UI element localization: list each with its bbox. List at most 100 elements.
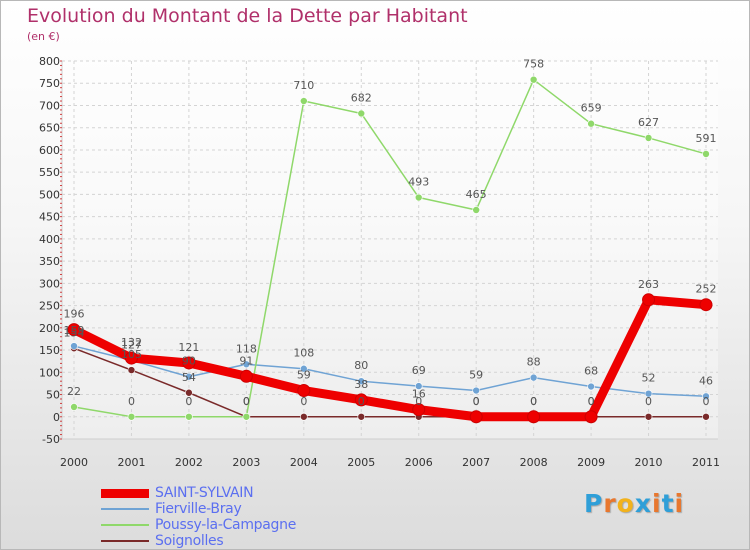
data-label: 105: [121, 348, 142, 361]
x-tick-label: 2006: [405, 456, 433, 469]
data-label: 0: [473, 395, 480, 408]
data-label: 132: [121, 336, 142, 349]
data-point: [297, 384, 311, 398]
data-point: [70, 342, 78, 350]
data-label: 0: [530, 395, 537, 408]
data-label: 659: [581, 102, 602, 115]
legend-item: SAINT-SYLVAIN: [101, 485, 296, 501]
data-label: 0: [415, 395, 422, 408]
x-tick-label: 2002: [175, 456, 203, 469]
data-point: [242, 360, 251, 369]
chart-legend: SAINT-SYLVAIN Fierville-Bray Poussy-la-Cam…: [101, 485, 296, 549]
x-tick-label: 2001: [117, 456, 145, 469]
y-tick-label: 150: [39, 344, 60, 357]
data-label: 0: [128, 395, 135, 408]
y-tick-label: 800: [39, 55, 60, 68]
data-point: [414, 193, 423, 202]
data-label: 0: [300, 395, 307, 408]
data-point: [414, 382, 423, 390]
data-point: [70, 403, 78, 411]
data-label: 0: [185, 395, 192, 408]
data-point: [644, 412, 653, 421]
legend-label: SAINT-SYLVAIN: [155, 485, 254, 501]
data-point: [587, 382, 595, 391]
data-point: [644, 134, 653, 142]
data-label: 465: [466, 188, 487, 201]
data-point: [300, 97, 308, 105]
data-point: [354, 393, 368, 407]
data-label: 0: [473, 395, 480, 408]
data-label: 263: [638, 278, 659, 291]
proxiti-logo: Proxiti: [584, 489, 684, 518]
data-point: [527, 410, 541, 424]
data-label: 0: [530, 395, 537, 408]
data-point: [642, 293, 656, 307]
logo-letter: x: [634, 489, 652, 518]
data-point: [469, 410, 483, 424]
data-point: [702, 150, 710, 158]
data-label: 196: [64, 308, 85, 321]
x-tick-label: 2011: [692, 456, 720, 469]
legend-swatch: [101, 540, 149, 542]
data-point: [67, 323, 81, 337]
legend-swatch: [101, 524, 149, 526]
data-point: [702, 412, 710, 421]
data-point: [300, 364, 308, 373]
y-tick-label: 400: [39, 233, 60, 246]
logo-letter: P: [584, 489, 604, 518]
y-tick-label: 100: [39, 366, 60, 379]
data-label: 16: [412, 388, 426, 401]
data-label: 22: [67, 385, 81, 398]
data-label: 118: [236, 342, 257, 355]
data-point: [185, 388, 193, 397]
data-point: [702, 392, 710, 401]
data-label: 682: [351, 91, 372, 104]
data-point: [529, 75, 538, 84]
legend-item: Poussy-la-Campagne: [101, 517, 296, 533]
data-point: [239, 369, 253, 383]
x-tick-label: 2004: [290, 456, 318, 469]
y-tick-label: 550: [39, 166, 60, 179]
data-label: 154: [64, 326, 85, 339]
data-label: 0: [588, 395, 595, 408]
y-tick-label: 200: [39, 322, 60, 335]
data-label: 88: [527, 356, 541, 369]
data-label: 0: [645, 395, 652, 408]
data-point: [357, 109, 366, 118]
y-tick-label: 700: [39, 99, 60, 112]
logo-letter: t: [661, 489, 675, 518]
data-label: 0: [358, 395, 365, 408]
x-tick-label: 2007: [462, 456, 490, 469]
y-tick-label: 300: [39, 277, 60, 290]
data-label: 493: [408, 176, 429, 189]
data-label: 38: [354, 378, 368, 391]
data-label: 90: [182, 355, 196, 368]
data-label: 0: [703, 395, 710, 408]
legend-label: Fierville-Bray: [155, 501, 242, 517]
data-label: 159: [64, 324, 85, 337]
data-label: 69: [412, 364, 426, 377]
data-point: [127, 412, 136, 421]
data-label: 0: [243, 395, 250, 408]
legend-swatch: [101, 508, 149, 510]
data-point: [699, 298, 713, 312]
data-label: 121: [178, 341, 199, 354]
y-tick-label: 750: [39, 77, 60, 90]
x-tick-label: 2005: [347, 456, 375, 469]
legend-label: Soignolles: [155, 533, 224, 549]
data-point: [182, 356, 196, 370]
data-point: [357, 412, 366, 421]
data-label: 108: [293, 347, 314, 360]
logo-letter: i: [652, 489, 662, 518]
legend-item: Soignolles: [101, 533, 296, 549]
data-label: 591: [696, 132, 717, 145]
data-label: 252: [696, 283, 717, 296]
y-tick-label: 350: [39, 255, 60, 268]
logo-letter: r: [603, 489, 617, 518]
x-tick-label: 2009: [577, 456, 605, 469]
chart-title: Evolution du Montant de la Dette par Hab…: [27, 5, 468, 27]
data-label: 758: [523, 58, 544, 71]
x-tick-label: 2008: [520, 456, 548, 469]
data-point: [644, 389, 653, 398]
